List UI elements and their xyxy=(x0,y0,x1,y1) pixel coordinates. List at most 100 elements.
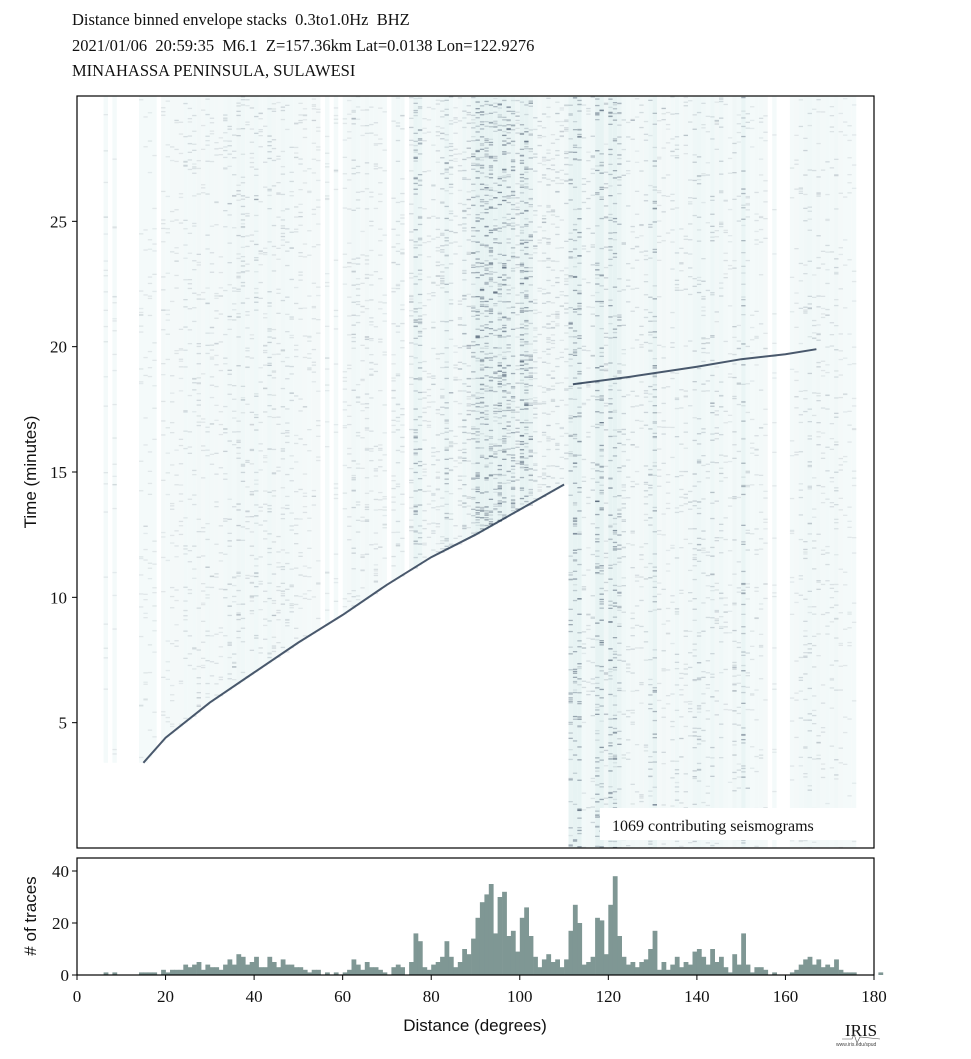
heatmap-cell xyxy=(488,165,494,167)
heatmap-cell xyxy=(103,376,108,378)
heatmap-cell xyxy=(497,511,502,513)
heatmap-cell xyxy=(170,725,175,728)
heatmap-cell xyxy=(497,464,502,467)
heatmap-cell xyxy=(347,415,352,417)
heatmap-cell xyxy=(564,274,569,276)
heatmap-cell xyxy=(484,264,489,266)
heatmap-cell xyxy=(249,449,255,452)
heatmap-cell xyxy=(431,347,436,350)
heatmap-cell xyxy=(183,228,188,230)
heatmap-cell xyxy=(537,483,542,486)
heatmap-cell xyxy=(617,223,622,225)
heatmap-cell xyxy=(674,398,680,401)
heatmap-cell xyxy=(373,475,379,477)
heatmap-cell xyxy=(510,328,516,330)
heatmap-cell xyxy=(413,506,418,508)
heatmap-cell xyxy=(161,241,166,243)
heatmap-cell xyxy=(670,595,675,597)
heatmap-cell xyxy=(417,129,423,132)
heatmap-cell xyxy=(276,312,281,314)
heatmap-cell xyxy=(466,365,471,367)
heatmap-cell xyxy=(599,328,604,330)
heatmap-cell xyxy=(254,504,259,506)
heatmap-cell xyxy=(502,428,507,430)
heatmap-cell xyxy=(510,502,516,504)
heatmap-cell xyxy=(457,368,463,370)
heatmap-cell xyxy=(205,523,210,525)
heatmap-cell xyxy=(670,601,675,603)
heatmap-cell xyxy=(435,125,441,128)
heatmap-cell xyxy=(413,244,418,246)
heatmap-cell xyxy=(435,459,441,461)
heatmap-cell xyxy=(466,344,471,346)
heatmap-cell xyxy=(178,377,184,380)
heatmap-cell xyxy=(612,798,618,801)
heatmap-cell xyxy=(479,325,485,327)
heatmap-cell xyxy=(493,126,498,128)
heatmap-cell xyxy=(621,444,626,446)
heatmap-cell xyxy=(572,689,578,691)
heatmap-cell xyxy=(355,199,361,201)
heatmap-cell xyxy=(599,846,604,848)
heatmap-cell xyxy=(417,97,423,99)
heatmap-cell xyxy=(183,257,188,259)
heatmap-cell xyxy=(497,103,502,105)
heatmap-cell xyxy=(595,845,600,847)
heatmap-cell xyxy=(342,388,348,390)
heatmap-cell xyxy=(555,215,560,218)
heatmap-cell xyxy=(510,400,516,403)
heatmap-cell xyxy=(621,465,626,467)
heatmap-cell xyxy=(577,313,582,316)
heatmap-cell xyxy=(426,376,432,378)
heatmap-cell xyxy=(493,329,498,331)
heatmap-cell xyxy=(572,342,578,344)
heatmap-cell xyxy=(448,469,454,472)
heatmap-cell xyxy=(648,840,653,842)
heatmap-cell xyxy=(608,604,613,606)
heatmap-cell xyxy=(209,376,215,378)
heatmap-cell xyxy=(263,125,268,127)
heatmap-cell xyxy=(661,119,666,121)
heatmap-cell xyxy=(528,504,533,506)
heatmap-cell xyxy=(302,307,308,309)
heatmap-cell xyxy=(612,217,618,220)
heatmap-cell xyxy=(307,576,312,578)
heatmap-cell xyxy=(236,614,241,616)
heatmap-cell xyxy=(608,526,613,528)
heatmap-cell xyxy=(422,519,427,522)
heatmap-cell xyxy=(643,194,649,196)
heatmap-cell xyxy=(581,245,587,247)
heatmap-cell xyxy=(595,550,600,552)
heatmap-cell xyxy=(559,107,564,109)
heatmap-cell xyxy=(298,114,303,116)
heatmap-cell xyxy=(670,642,675,645)
heatmap-cell xyxy=(294,286,299,289)
heatmap-cell xyxy=(364,259,370,261)
heatmap-cell xyxy=(670,739,675,741)
heatmap-cell xyxy=(674,773,680,775)
heatmap-cell xyxy=(648,349,653,351)
heatmap-cell xyxy=(479,303,485,306)
heatmap-cell xyxy=(599,412,604,414)
heatmap-cell xyxy=(103,341,108,343)
heatmap-cell xyxy=(342,122,348,125)
heatmap-cell xyxy=(373,532,379,534)
heatmap-cell xyxy=(595,169,600,172)
heatmap-cell xyxy=(630,119,635,121)
heatmap-cell xyxy=(254,586,259,588)
heatmap-cell xyxy=(205,332,210,334)
heatmap-cell xyxy=(657,475,662,477)
heatmap-cell xyxy=(170,508,175,510)
heatmap-cell xyxy=(205,302,210,304)
heatmap-cell xyxy=(373,543,379,545)
heatmap-cell xyxy=(258,450,263,452)
heatmap-cell xyxy=(192,320,197,323)
heatmap-cell xyxy=(236,571,241,573)
heatmap-cell xyxy=(174,122,179,124)
heatmap-cell xyxy=(515,365,520,367)
heatmap-cell xyxy=(595,757,600,759)
heatmap-cell xyxy=(165,678,170,680)
heatmap-cell xyxy=(360,556,365,559)
heatmap-cell xyxy=(657,241,662,244)
heatmap-cell xyxy=(488,380,494,382)
